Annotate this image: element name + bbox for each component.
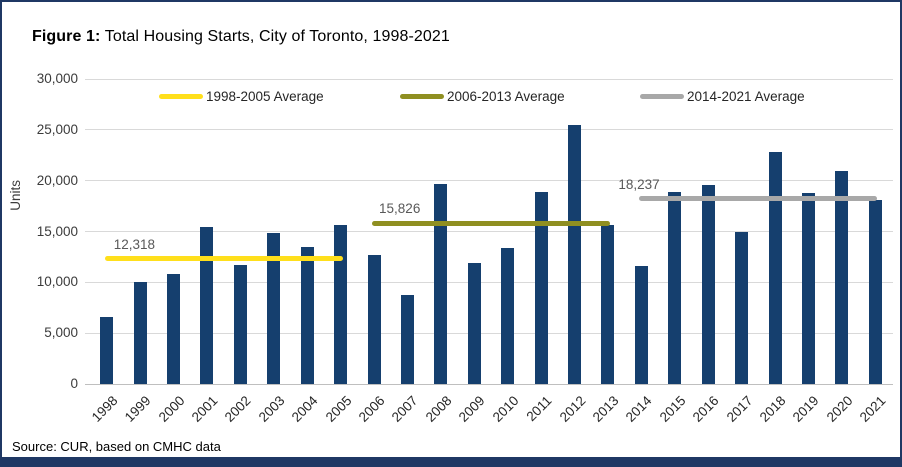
legend-item-1998-2005-average: 1998-2005 Average — [159, 88, 324, 104]
bar-2006 — [367, 254, 381, 384]
bar-2015 — [668, 191, 682, 384]
bar-2008 — [434, 183, 448, 384]
y-axis-tick-label: 10,000 — [36, 274, 78, 290]
y-axis-tick-label: 25,000 — [36, 121, 78, 137]
legend-label: 2006-2013 Average — [447, 88, 565, 104]
chart-plot: 1998-2005 Average 2006-2013 Average 2014… — [37, 71, 893, 425]
bar-2021 — [868, 199, 882, 384]
bar-2000 — [167, 274, 181, 384]
legend-swatch-yellow-line — [159, 93, 203, 99]
bar-2002 — [233, 265, 247, 384]
legend-item-2006-2013-average: 2006-2013 Average — [400, 88, 565, 104]
average-line-1998-2005-average — [104, 256, 343, 262]
bar-2011 — [534, 191, 548, 384]
gridline — [85, 78, 893, 80]
bar-2004 — [300, 246, 314, 384]
bar-2007 — [400, 294, 414, 384]
gridline — [85, 281, 893, 283]
figure-title-text: Total Housing Starts, City of Toronto, 1… — [100, 28, 450, 45]
gridline — [85, 231, 893, 232]
source-note: Source: CUR, based on CMHC data — [12, 439, 221, 454]
bar-2019 — [801, 192, 815, 384]
bar-1998 — [100, 316, 114, 384]
average-value-label: 15,826 — [379, 201, 421, 217]
gridline — [85, 180, 893, 182]
bar-2018 — [768, 152, 782, 384]
y-axis-tick-label: 5,000 — [44, 325, 78, 341]
bar-2014 — [634, 266, 648, 384]
y-axis-tick-label: 30,000 — [36, 71, 78, 86]
bar-2012 — [568, 124, 582, 384]
bar-2001 — [200, 227, 214, 384]
legend-item-2014-2021-average: 2014-2021 Average — [640, 88, 805, 104]
bar-2017 — [735, 231, 749, 384]
gridline — [85, 383, 893, 385]
y-axis-tick-label: 15,000 — [36, 223, 78, 239]
figure-title: Figure 1: Total Housing Starts, City of … — [32, 28, 450, 46]
bar-2005 — [334, 225, 348, 384]
legend-label: 2014-2021 Average — [687, 88, 805, 104]
bar-2003 — [267, 232, 281, 384]
legend-label: 1998-2005 Average — [206, 88, 324, 104]
average-line-2014-2021-average — [639, 196, 878, 202]
gridline — [85, 332, 893, 334]
legend-swatch-gray-line — [640, 93, 684, 99]
legend-swatch-olive-line — [400, 93, 444, 99]
legend: 1998-2005 Average 2006-2013 Average 2014… — [90, 88, 892, 106]
gridline — [85, 129, 893, 131]
figure-title-prefix: Figure 1: — [32, 28, 101, 45]
bottom-accent-bar — [2, 457, 900, 465]
bar-2016 — [701, 184, 715, 384]
bar-2020 — [835, 170, 849, 384]
average-value-label: 12,318 — [113, 236, 155, 252]
y-axis-tick-label: 20,000 — [36, 172, 78, 188]
bar-2010 — [501, 247, 515, 384]
bar-1999 — [133, 282, 147, 384]
bar-2013 — [601, 225, 615, 384]
average-value-label: 18,237 — [618, 176, 660, 192]
average-line-2006-2013-average — [372, 220, 610, 226]
y-axis-tick-label: 0 — [70, 376, 78, 391]
bar-2009 — [467, 263, 481, 384]
